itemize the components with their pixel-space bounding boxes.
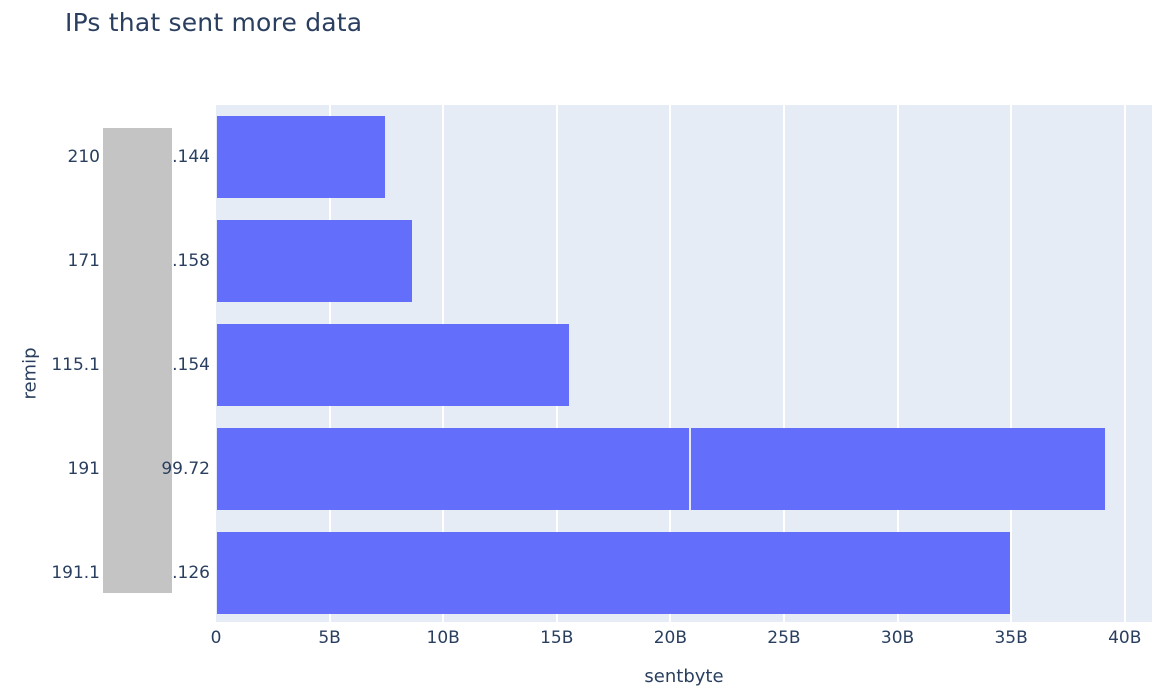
x-tick-label-35B: 35B xyxy=(994,628,1028,648)
x-tick-label-15B: 15B xyxy=(540,628,574,648)
x-tick-label-30B: 30B xyxy=(880,628,915,648)
chart-title: IPs that sent more data xyxy=(65,8,363,37)
x-tick-label-25B: 25B xyxy=(767,628,801,648)
y-tick-label-left: 191.1 xyxy=(51,563,100,583)
y-tick-label-left: 210 xyxy=(67,147,100,167)
y-tick-label-right: .126 xyxy=(172,563,210,583)
y-tick-label-right: .144 xyxy=(172,147,210,167)
gridline-20B xyxy=(669,105,672,622)
bar-row-4[interactable] xyxy=(217,428,1106,510)
bar-segment-divider xyxy=(688,428,691,510)
gridline-25B xyxy=(782,105,785,622)
bar-row-1[interactable] xyxy=(217,116,386,198)
gridline-35B xyxy=(1010,105,1013,622)
y-tick-label-right: .158 xyxy=(172,251,210,271)
gridline-30B xyxy=(896,105,899,622)
x-tick-label-5B: 5B xyxy=(318,628,341,648)
y-tick-label-right: .154 xyxy=(172,355,210,375)
x-tick-label-40B: 40B xyxy=(1108,628,1142,648)
plot-area[interactable] xyxy=(216,105,1152,622)
x-axis-title: sentbyte xyxy=(644,666,724,687)
gridline-40B xyxy=(1123,105,1126,622)
redaction-overlay xyxy=(103,128,172,593)
bar-row-5[interactable] xyxy=(217,532,1010,614)
x-tick-label-20B: 20B xyxy=(653,628,687,648)
bar-row-2[interactable] xyxy=(217,220,413,302)
y-axis-title: remip xyxy=(19,347,41,400)
y-tick-label-left: 191 xyxy=(67,459,100,479)
bar-row-3[interactable] xyxy=(217,324,570,406)
y-tick-label-left: 115.1 xyxy=(51,355,100,375)
y-tick-label-right: 99.72 xyxy=(161,459,210,479)
y-tick-label-left: 171 xyxy=(67,251,100,271)
x-tick-label-0: 0 xyxy=(210,628,222,648)
x-tick-label-10B: 10B xyxy=(426,628,460,648)
